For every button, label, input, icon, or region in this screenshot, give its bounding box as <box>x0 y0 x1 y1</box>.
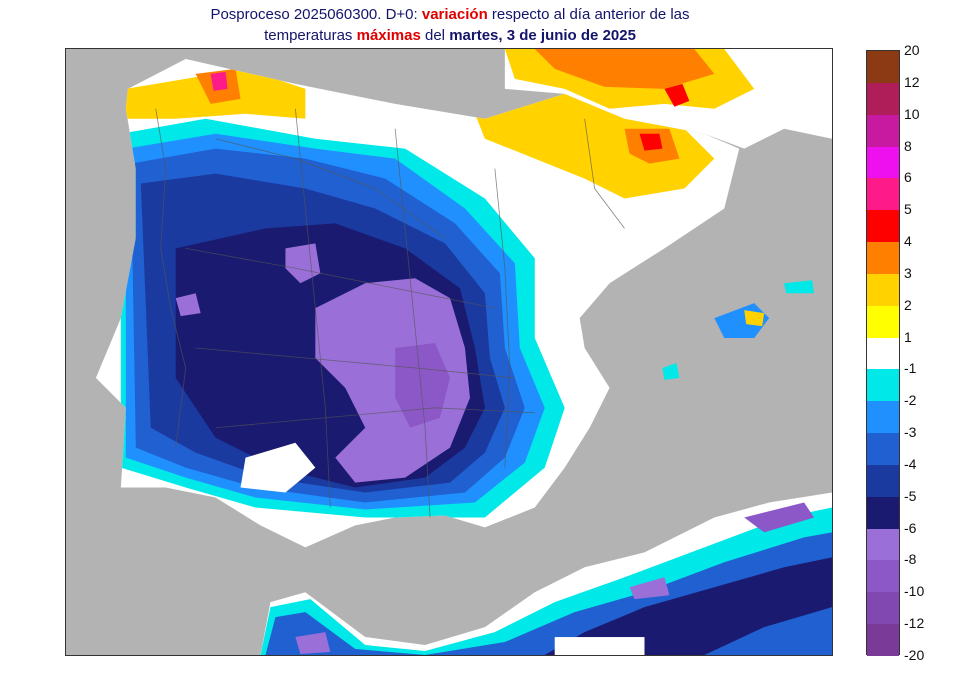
colorbar-tick-label: -5 <box>904 487 917 504</box>
colorbar-segment <box>867 51 899 84</box>
title-del: del <box>420 27 450 44</box>
colorbar-segment <box>867 242 899 275</box>
colorbar-segment <box>867 369 899 402</box>
colorbar-segment <box>867 464 899 498</box>
colorbar-tick-label: 20 <box>904 42 920 58</box>
colorbar-tick-label: -12 <box>904 615 925 632</box>
title-highlight-variacion: variación <box>421 6 488 23</box>
ibiza <box>662 362 680 380</box>
colorbar-segment <box>867 528 899 561</box>
title-highlight-maximas: máximas <box>356 27 421 44</box>
colorbar-segment <box>867 82 899 116</box>
colorbar-segment <box>867 273 899 307</box>
title-temps: temperaturas <box>264 27 357 44</box>
colorbar-segment <box>867 305 899 339</box>
title-line-1: Posproceso 2025060300. D+0: variación re… <box>60 4 840 25</box>
title-prefix: Posproceso 2025060300. D+0: <box>210 6 422 23</box>
colorbar-tick-label: -20 <box>904 647 925 663</box>
colorbar-tick-label: -8 <box>904 551 917 568</box>
title-line-2: temperaturas máximas del martes, 3 de ju… <box>60 25 840 46</box>
colorbar-tick-label: 3 <box>904 264 912 281</box>
colorbar-tick-label: 2 <box>904 296 912 313</box>
colorbar-tick-label: -6 <box>904 519 917 536</box>
colorbar-segment <box>867 624 899 657</box>
admin-borders <box>155 108 625 518</box>
colorbar-segment <box>867 210 899 243</box>
colorbar-tick-label: -1 <box>904 360 917 377</box>
colorbar-tick-label: 6 <box>904 169 912 186</box>
colorbar-tick-label: 10 <box>904 105 920 122</box>
title-date: martes, 3 de junio de 2025 <box>449 27 636 44</box>
colorbar-segment <box>867 592 899 625</box>
colorbar-segment <box>867 114 899 147</box>
colorbar-segment <box>867 337 899 370</box>
menorca <box>784 280 815 294</box>
colorbar-tick-label: 8 <box>904 137 912 154</box>
map-title: Posproceso 2025060300. D+0: variación re… <box>60 4 840 46</box>
france-hot-spot <box>664 83 690 107</box>
title-suffix: respecto al día anterior de las <box>487 6 690 23</box>
colorbar-segment <box>867 433 899 466</box>
colorbar-tick-label: 4 <box>904 233 912 250</box>
colorbar-segment <box>867 178 899 211</box>
colorbar-tick-label: -10 <box>904 583 925 600</box>
colorbar-segment <box>867 560 899 593</box>
colorbar-segment <box>867 496 899 530</box>
colorbar-tick-label: -3 <box>904 424 917 441</box>
colorbar-tick-label: 5 <box>904 201 912 218</box>
colorbar <box>866 50 900 657</box>
colorbar-segment <box>867 401 899 434</box>
colorbar-segment <box>867 146 899 179</box>
colorbar-tick-label: 12 <box>904 73 920 90</box>
colorbar-tick-label: -4 <box>904 455 917 472</box>
colorbar-tick-label: 1 <box>904 328 912 345</box>
colorbar-tick-label: -2 <box>904 392 917 409</box>
temperature-variation-map <box>65 48 833 656</box>
france-hot-core <box>534 49 715 89</box>
mallorca-warm <box>744 310 765 327</box>
